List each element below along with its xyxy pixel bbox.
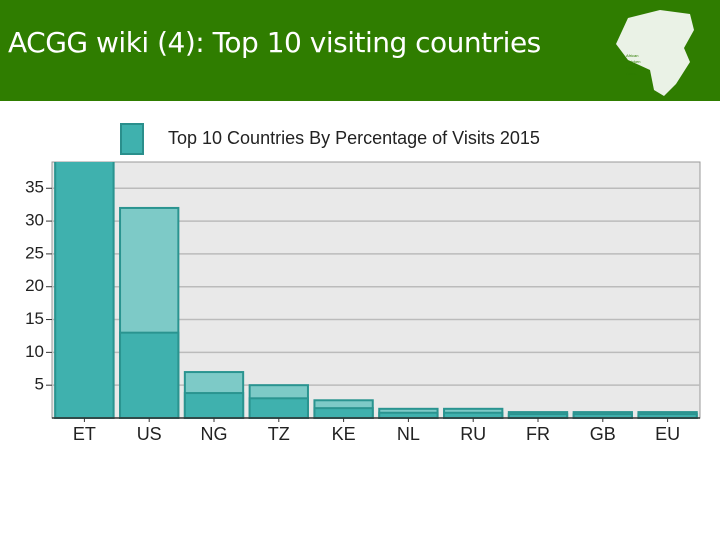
bar [54,162,115,420]
legend-label: Top 10 Countries By Percentage of Visits… [168,128,540,148]
logo-text: Gains [626,71,636,76]
x-tick-label: US [137,424,162,444]
y-tick-label: 25 [25,243,44,262]
logo-text: Chicken [626,59,640,64]
logo-map [616,10,694,96]
y-tick-label: 15 [25,309,44,328]
x-tick-label: FR [526,424,550,444]
y-tick-label: 30 [25,211,44,230]
x-tick-label: NG [201,424,228,444]
bar [313,407,374,419]
y-tick-label: 10 [25,342,44,361]
x-tick-label: KE [332,424,356,444]
bar [119,331,180,419]
bar [443,411,504,420]
bar [183,392,245,419]
x-tick-label: EU [655,424,680,444]
x-tick-label: RU [460,424,486,444]
bar [248,397,309,419]
legend-swatch [120,123,144,155]
logo-text: African [626,53,638,58]
x-tick-label: NL [397,424,420,444]
x-tick-label: TZ [268,424,290,444]
slide-title: ACGG wiki (4): Top 10 visiting countries [8,26,541,59]
header-bar: ACGG wiki (4): Top 10 visiting countries [0,0,720,101]
logo-text: Genetic [626,65,640,70]
y-tick-label: 20 [25,276,44,295]
bar [378,411,439,420]
y-tick-label: 35 [25,178,44,197]
y-tick-label: 5 [35,375,44,394]
x-tick-label: ET [73,424,96,444]
logo: African Chicken Genetic Gains [616,10,694,96]
x-tick-label: GB [590,424,616,444]
